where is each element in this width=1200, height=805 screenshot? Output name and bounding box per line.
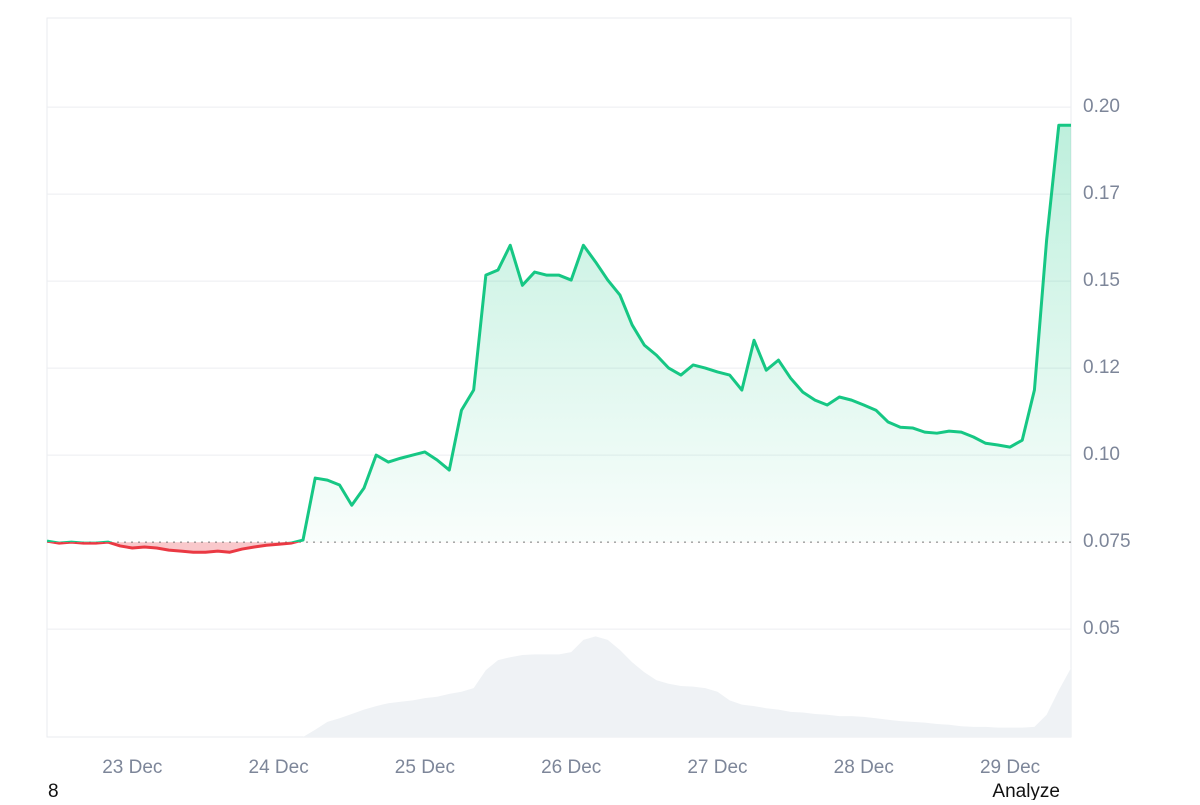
- area-up: [47, 125, 1071, 543]
- x-tick-label: 27 Dec: [687, 757, 747, 778]
- y-tick-label: 0.15: [1083, 270, 1120, 291]
- y-tick-label: 0.20: [1083, 96, 1120, 117]
- y-tick-label: 0.12: [1083, 357, 1120, 378]
- x-tick-label: 25 Dec: [395, 757, 455, 778]
- footer-left: 8: [48, 781, 59, 800]
- price-line-down: [47, 542, 301, 554]
- y-tick-label: 0.05: [1083, 618, 1120, 639]
- price-line-up: [47, 123, 1071, 543]
- x-tick-label: 23 Dec: [102, 757, 162, 778]
- y-tick-label: 0.17: [1083, 183, 1120, 204]
- x-tick-label: 29 Dec: [980, 757, 1040, 778]
- y-tick-label: 0.10: [1083, 444, 1120, 465]
- x-tick-label: 26 Dec: [541, 757, 601, 778]
- y-tick-label: 0.075: [1083, 531, 1131, 552]
- volume-area: [47, 636, 1071, 737]
- x-tick-label: 24 Dec: [249, 757, 309, 778]
- footer-right: Analyze: [992, 781, 1060, 800]
- x-tick-label: 28 Dec: [834, 757, 894, 778]
